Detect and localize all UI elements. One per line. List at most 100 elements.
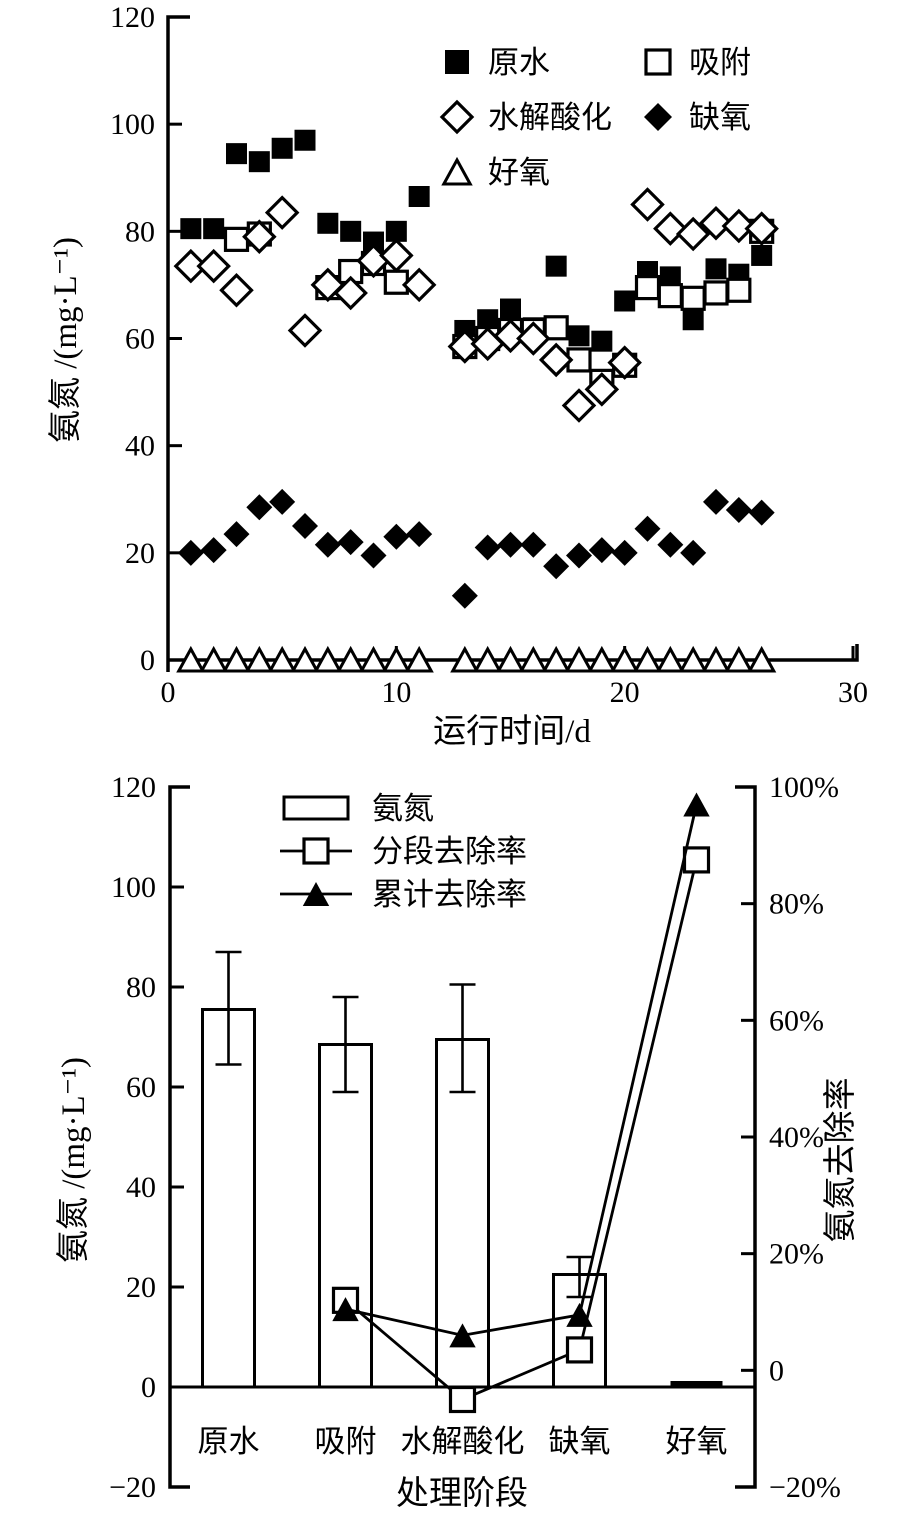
data-point [203,218,225,240]
data-point [726,277,752,303]
data-point [682,309,704,331]
legend-bar-swatch [282,795,350,821]
left-y-tick-label: −20 [109,1471,156,1504]
right-y-axis-title: 氨氮去除率 [822,1078,859,1243]
data-point [246,494,273,521]
line-path [344,859,698,1402]
legend-label: 累计去除率 [372,877,527,912]
data-point [383,523,410,550]
data-point [473,645,503,673]
bar [318,1043,373,1389]
combo-plot-area: 120 100 80 60 40 20 0 −20 100% 80% 60% 40% 20% 0 −20% 氨… [55,771,859,1512]
data-point [200,537,227,564]
x-tick-label: 30 [838,676,868,709]
series-0 [180,129,773,352]
data-point [264,195,300,230]
data-point [634,274,661,301]
x-tick-label: 0 [161,676,176,709]
data-point [401,267,437,303]
legend-marker [441,156,473,186]
data-point [748,499,775,526]
right-y-tick-label: 0 [769,1354,784,1387]
line-series-1 [332,792,710,1348]
legend-label: 氨氮 [372,791,434,826]
data-point [176,645,206,673]
y-tick-label: 80 [125,215,155,248]
data-point [199,645,229,673]
data-point [675,216,711,252]
data-point [703,488,729,515]
data-point [566,542,592,569]
data-point [634,515,661,542]
series-2 [173,187,779,423]
left-y-tick-label: 0 [141,1371,156,1404]
data-point [751,244,773,266]
left-y-tick-label: 80 [126,971,156,1004]
data-point [545,255,567,277]
data-point [333,275,368,311]
data-point [337,529,364,556]
category-label: 水解酸化 [401,1424,525,1459]
data-point [516,321,551,356]
data-point [271,137,293,159]
data-point [223,521,250,548]
data-point [242,219,277,254]
bar [670,1381,723,1388]
data-point [565,1336,594,1364]
legend-marker [644,48,672,76]
data-point [450,645,480,673]
category-label: 吸附 [315,1424,377,1459]
legend-label: 吸附 [689,45,751,80]
data-point [248,151,270,173]
series-3 [177,488,775,609]
left-y-axis-title: 氨氮 /(mg·L⁻¹) [55,1057,92,1263]
legend-label: 分段去除率 [372,834,527,869]
data-point [538,342,574,378]
right-y-tick-label: 60% [769,1004,824,1037]
legend-marker [644,103,672,131]
data-point [721,208,757,244]
y-tick-label: 60 [125,323,155,356]
y-axis-title: 氨氮 /(mg·L⁻¹) [47,237,84,443]
data-point [497,531,524,558]
error-bars [215,950,593,1299]
legend-label: 缺氧 [689,100,751,135]
data-point [408,186,430,208]
data-point [682,846,711,874]
data-point [747,645,777,673]
y-tick-label: 100 [110,108,155,141]
bar [201,1008,256,1389]
right-y-tick-label: 40% [769,1121,824,1154]
data-point [269,488,296,515]
data-point [630,187,665,222]
data-point [294,129,316,151]
y-axis [166,15,190,672]
data-point [680,539,707,566]
data-point [336,645,366,673]
legend-item: 原水 [445,45,550,80]
legend-marker [302,882,330,906]
data-point [292,513,318,540]
category-label: 原水 [198,1424,260,1459]
data-point [226,143,247,165]
data-point [495,645,526,673]
data-point [703,280,729,306]
legend-item: 累计去除率 [280,877,527,912]
y-tick-label: 0 [140,644,155,677]
x-tick-label: 10 [381,676,411,709]
legend-item: 水解酸化 [439,99,612,135]
legend-label: 好氧 [488,155,550,190]
right-y-tick-label: 100% [769,771,839,804]
data-point [607,345,642,380]
line-path [345,804,698,1337]
legend-marker [302,837,330,865]
data-point [493,318,528,354]
data-point [705,258,727,280]
data-point [584,372,620,407]
data-point [313,645,343,673]
y-tick-label: 20 [125,537,155,570]
data-point [561,388,597,423]
data-point [611,539,638,566]
data-point [659,266,681,288]
data-point [568,325,590,347]
